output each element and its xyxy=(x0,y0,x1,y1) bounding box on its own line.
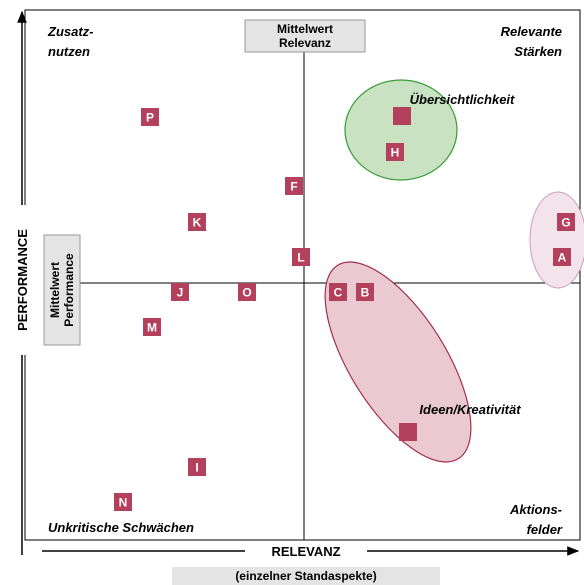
cluster-marker xyxy=(399,423,417,441)
point-marker xyxy=(329,283,347,301)
point-marker xyxy=(188,458,206,476)
quadrant-label: Relevante xyxy=(501,24,562,39)
mean-label: Performance xyxy=(62,253,76,327)
point-marker xyxy=(238,283,256,301)
frame xyxy=(24,9,581,541)
point-label: F xyxy=(290,180,297,194)
axis-label-bg xyxy=(12,205,32,355)
point-label: J xyxy=(177,286,184,300)
mean-label: Relevanz xyxy=(279,36,331,50)
point-label: G xyxy=(561,216,570,230)
point-label: H xyxy=(391,146,400,160)
point-label: I xyxy=(195,461,198,475)
point-marker xyxy=(356,283,374,301)
quadrant-label: Zusatz- xyxy=(47,24,94,39)
point-label: K xyxy=(193,216,202,230)
point-marker xyxy=(171,283,189,301)
point-marker xyxy=(188,213,206,231)
point-marker xyxy=(386,143,404,161)
point-label: L xyxy=(297,251,304,265)
point-marker xyxy=(141,108,159,126)
point-marker xyxy=(292,248,310,266)
subtitle-box xyxy=(172,567,440,585)
point-label: P xyxy=(146,111,154,125)
mean-box xyxy=(244,19,366,53)
quadrant-label: Aktions- xyxy=(509,502,562,517)
quadrant-label: Stärken xyxy=(514,44,562,59)
cluster-label: Übersichtlichkeit xyxy=(410,92,515,107)
x-axis-title: RELEVANZ xyxy=(271,544,340,559)
mean-label: Mittelwert xyxy=(277,22,333,36)
mean-box xyxy=(43,234,81,346)
point-label: B xyxy=(361,286,370,300)
cluster-ellipse xyxy=(529,191,584,289)
point-marker xyxy=(557,213,575,231)
point-marker xyxy=(285,177,303,195)
point-label: O xyxy=(242,286,251,300)
cluster-marker xyxy=(393,107,411,125)
point-label: C xyxy=(334,286,343,300)
point-label: N xyxy=(119,496,128,510)
mean-label: Mittelwert xyxy=(48,262,62,318)
point-label: A xyxy=(558,251,567,265)
cluster-label: Ideen/Kreativität xyxy=(419,402,521,417)
axis-label-bg xyxy=(245,543,367,559)
point-marker xyxy=(143,318,161,336)
quadrant-label: felder xyxy=(527,522,563,537)
point-marker xyxy=(553,248,571,266)
cluster-ellipse xyxy=(344,79,458,181)
point-marker xyxy=(114,493,132,511)
y-axis-title: PERFORMANCE xyxy=(15,229,30,331)
point-label: M xyxy=(147,321,157,335)
quadrant-label: Unkritische Schwächen xyxy=(48,520,194,535)
quadrant-label: nutzen xyxy=(48,44,90,59)
x-axis-subtitle: (einzelner Standaspekte) xyxy=(235,569,376,583)
cluster-ellipse xyxy=(324,261,472,463)
